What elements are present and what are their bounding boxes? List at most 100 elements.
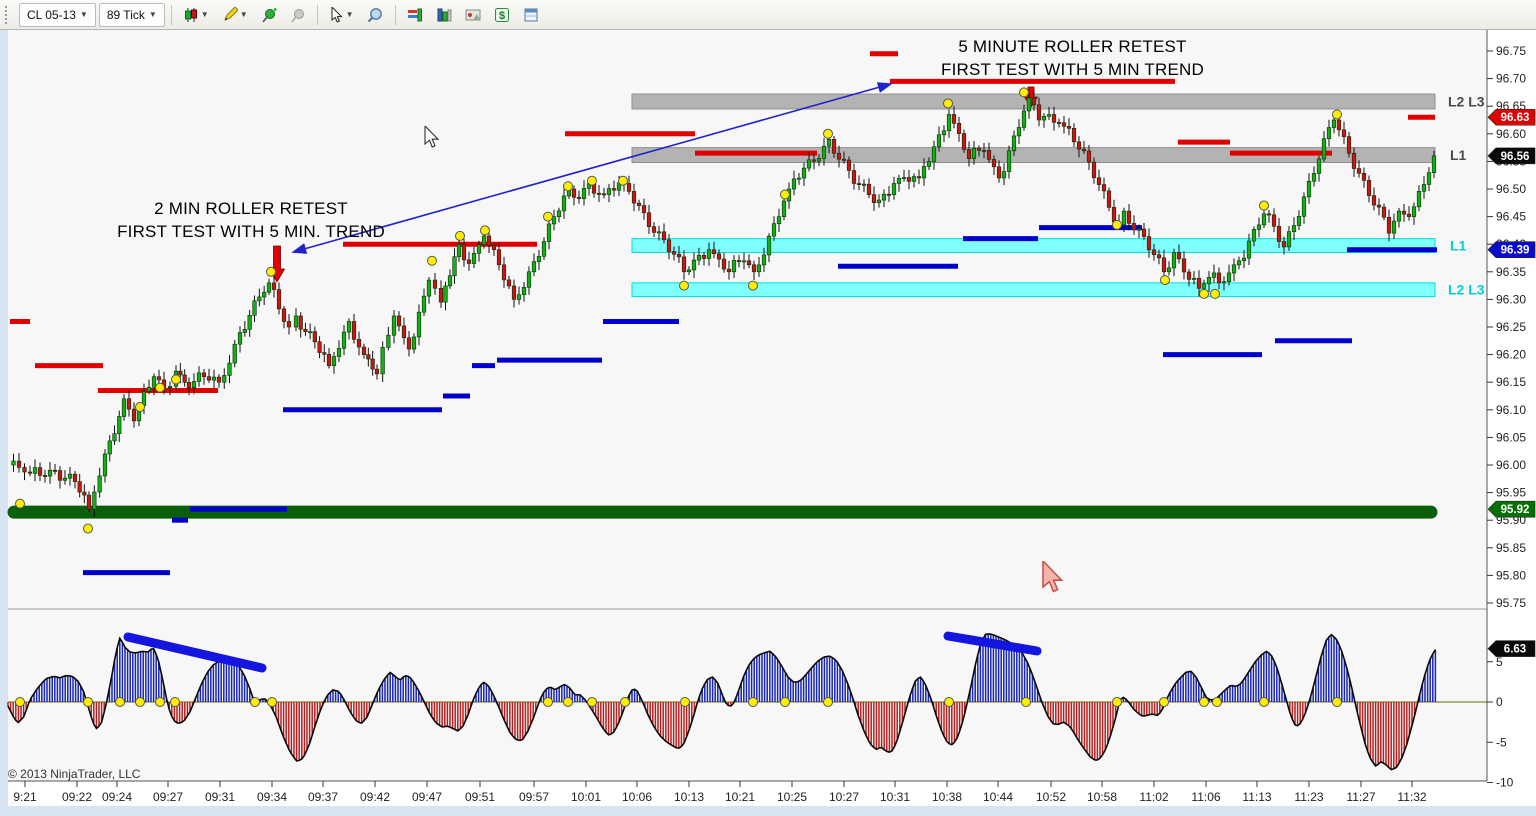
price-tick-label: 96.20 bbox=[1496, 348, 1526, 362]
time-tick-label: 09:37 bbox=[308, 790, 338, 804]
time-tick-label: 10:31 bbox=[880, 790, 910, 804]
time-tick-label: 09:27 bbox=[153, 790, 183, 804]
chevron-down-icon: ▼ bbox=[345, 10, 354, 19]
time-tick-label: 10:27 bbox=[829, 790, 859, 804]
price-tick-label: 96.50 bbox=[1496, 182, 1526, 196]
time-tick-label: 10:58 bbox=[1087, 790, 1117, 804]
candles-icon bbox=[184, 7, 197, 22]
oscillator-signal-dot bbox=[543, 697, 553, 707]
time-tick-label: 09:51 bbox=[465, 790, 495, 804]
oscillator-signal-dot bbox=[267, 697, 277, 707]
pencil-icon bbox=[223, 6, 238, 21]
time-tick-label: 10:38 bbox=[932, 790, 962, 804]
indicator-bars-icon bbox=[407, 8, 422, 21]
pin-gray-icon bbox=[291, 8, 304, 22]
osc-tick-label: -10 bbox=[1496, 776, 1514, 790]
price-tick-label: 95.95 bbox=[1496, 486, 1526, 500]
price-tick-label: 96.05 bbox=[1496, 430, 1526, 444]
price-badge bbox=[1487, 108, 1536, 126]
chart-style-button[interactable]: ▼ bbox=[178, 3, 214, 27]
price-tick-label: 95.75 bbox=[1496, 596, 1526, 610]
toolbar-separator bbox=[316, 4, 318, 25]
svg-text:$: $ bbox=[498, 10, 504, 22]
oscillator-signal-dot bbox=[680, 697, 690, 707]
annotation-line: 5 MINUTE ROLLER RETEST bbox=[958, 37, 1187, 56]
osc-tick-label: -5 bbox=[1496, 735, 1507, 749]
marker-add-button[interactable] bbox=[256, 3, 282, 27]
indicators-button[interactable] bbox=[402, 3, 428, 27]
oscillator-signal-dot bbox=[135, 697, 145, 707]
price-tick-label: 96.70 bbox=[1496, 72, 1526, 86]
copyright-text: © 2013 NinjaTrader, LLC bbox=[8, 767, 141, 781]
oscillator-signal-dot bbox=[620, 697, 630, 707]
indicator-panel bbox=[7, 631, 1487, 771]
time-tick-label: 10:44 bbox=[983, 790, 1013, 804]
time-tick-label: 11:27 bbox=[1346, 790, 1375, 804]
oscillator-trendline[interactable] bbox=[943, 631, 1042, 656]
oscillator-signal-dot bbox=[83, 697, 93, 707]
cursor-icon bbox=[331, 6, 343, 23]
oscillator-signal-dot bbox=[944, 697, 954, 707]
time-tick-label: 11:02 bbox=[1139, 790, 1168, 804]
price-tick-label: 96.30 bbox=[1496, 292, 1526, 306]
zoom-tool-button[interactable] bbox=[362, 3, 389, 27]
price-badge-text: 95.92 bbox=[1501, 504, 1530, 516]
magnifier-icon bbox=[367, 7, 382, 22]
toolbar-grip[interactable] bbox=[5, 5, 13, 24]
time-tick-label: 09:42 bbox=[360, 790, 390, 804]
annotation-2min-roller[interactable]: 2 MIN ROLLER RETEST FIRST TEST WITH 5 MI… bbox=[95, 197, 407, 243]
time-tick-label: 09:57 bbox=[519, 790, 549, 804]
band-label: L1 bbox=[1450, 238, 1467, 254]
time-tick-label: 10:21 bbox=[725, 790, 755, 804]
band-label: L2 L3 bbox=[1448, 282, 1485, 298]
price-tick-label: 96.75 bbox=[1496, 44, 1526, 58]
price-tick-label: 96.00 bbox=[1496, 458, 1526, 472]
axis-badges: 96.63 96.56 96.39 95.92 6.63 bbox=[1487, 108, 1536, 657]
oscillator-signal-dot bbox=[748, 697, 758, 707]
chevron-down-icon: ▼ bbox=[200, 10, 209, 19]
price-panel: L2 L3 L1 L1 L2 L3 bbox=[7, 51, 1485, 576]
instrument-selector[interactable]: CL 05-13 ▼ bbox=[19, 2, 96, 27]
oscillator-signal-dot bbox=[1021, 697, 1031, 707]
cursor-tool-button[interactable]: ▼ bbox=[324, 3, 359, 27]
oscillator-signal-dot bbox=[1112, 697, 1122, 707]
oscillator-signal-dot bbox=[1259, 697, 1269, 707]
oscillator-trendline[interactable] bbox=[123, 632, 267, 673]
oscillator-signal-dot bbox=[15, 697, 25, 707]
annotation-line: FIRST TEST WITH 5 MIN. TREND bbox=[117, 222, 385, 241]
sr-band-cyan[interactable] bbox=[631, 282, 1436, 298]
price-badge bbox=[1487, 640, 1536, 657]
osc-tick-label: 0 bbox=[1496, 695, 1503, 709]
data-panel-button[interactable] bbox=[518, 3, 544, 27]
chart-trader-button[interactable] bbox=[431, 3, 457, 27]
annotation-line: FIRST TEST WITH 5 MIN TREND bbox=[941, 60, 1204, 79]
oscillator-signal-dot bbox=[780, 697, 790, 707]
trend-arrow-line[interactable] bbox=[291, 82, 893, 254]
pin-add-icon bbox=[262, 7, 277, 22]
price-tick-label: 96.15 bbox=[1496, 375, 1526, 389]
price-tick-label: 96.45 bbox=[1496, 210, 1526, 224]
interval-selector[interactable]: 89 Tick ▼ bbox=[98, 2, 165, 27]
account-button[interactable]: $ bbox=[489, 3, 515, 27]
drawing-tools-button[interactable]: ▼ bbox=[217, 3, 253, 27]
price-badge-text: 6.63 bbox=[1504, 644, 1526, 656]
price-tick-label: 96.35 bbox=[1496, 265, 1526, 279]
toolbar: CL 05-13 ▼ 89 Tick ▼ ▼ ▼ bbox=[0, 0, 1536, 30]
time-tick-label: 09:34 bbox=[257, 790, 287, 804]
mouse-cursor-red bbox=[1042, 561, 1064, 593]
osc-tick-label: 5 bbox=[1496, 655, 1503, 669]
time-tick-label: 10:06 bbox=[622, 790, 652, 804]
snapshot-button[interactable] bbox=[460, 3, 486, 27]
price-badge-text: 96.56 bbox=[1501, 151, 1530, 163]
oscillator-signal-dot bbox=[250, 697, 260, 707]
time-tick-label: 11:06 bbox=[1191, 790, 1220, 804]
oscillator-signal-dot bbox=[587, 697, 597, 707]
snapshot-icon bbox=[465, 9, 481, 20]
time-tick-label: 11:23 bbox=[1294, 790, 1323, 804]
annotation-5min-roller[interactable]: 5 MINUTE ROLLER RETEST FIRST TEST WITH 5… bbox=[925, 35, 1220, 81]
chart-trader-icon bbox=[437, 8, 452, 21]
signal-dots bbox=[15, 87, 1342, 534]
marker-remove-button[interactable] bbox=[285, 3, 311, 27]
band-label: L2 L3 bbox=[1448, 94, 1485, 110]
